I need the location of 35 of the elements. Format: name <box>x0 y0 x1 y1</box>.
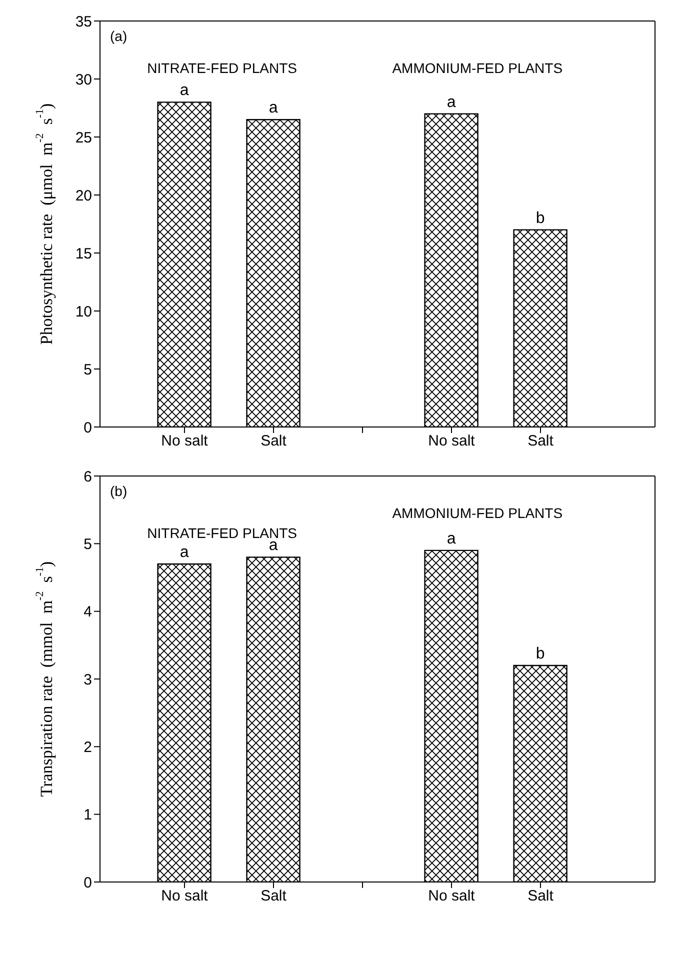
x-tick-label: Salt <box>528 888 554 905</box>
y-tick-label: 30 <box>75 71 92 88</box>
y-tick-label: 20 <box>75 187 92 204</box>
annotation: AMMONIUM-FED PLANTS <box>392 60 563 76</box>
text: (b) <box>110 483 128 499</box>
data-label: a <box>446 94 456 111</box>
annotation: NITRATE-FED PLANTS <box>147 60 298 76</box>
data-label: a <box>180 544 189 561</box>
x-tick-label: Salt <box>260 888 288 905</box>
x-tick-label: No salt <box>161 432 209 450</box>
x-tick-label: Salt <box>260 432 288 450</box>
annotation: AMMONIUM-FED PLANTS <box>392 505 563 521</box>
data-label: a <box>446 530 456 548</box>
y-tick-label: 10 <box>75 303 92 320</box>
y-tick-label: 1 <box>84 806 92 824</box>
x-tick-label: Salt <box>528 432 554 450</box>
y-tick-label: 0 <box>84 874 92 892</box>
y-tick-label: 5 <box>84 361 92 378</box>
data-label: a <box>180 82 189 100</box>
y-tick-label: 25 <box>75 129 92 146</box>
data-label: b <box>536 645 545 662</box>
text: (a) <box>110 28 128 44</box>
y-tick-label: 4 <box>84 604 92 621</box>
x-tick-label: No salt <box>161 888 209 905</box>
x-tick-label: No salt <box>428 432 476 450</box>
x-tick-label: No salt <box>428 888 476 905</box>
data-label: b <box>536 210 545 227</box>
y-tick-label: 2 <box>84 738 92 756</box>
y-tick-label: 5 <box>84 536 92 553</box>
data-label: a <box>268 100 278 117</box>
y-tick-label: 6 <box>84 468 92 486</box>
y-tick-label: 0 <box>84 419 92 436</box>
y-tick-label: 3 <box>84 671 92 688</box>
y-tick-label: 35 <box>75 13 92 30</box>
y-tick-label: 15 <box>75 245 92 262</box>
